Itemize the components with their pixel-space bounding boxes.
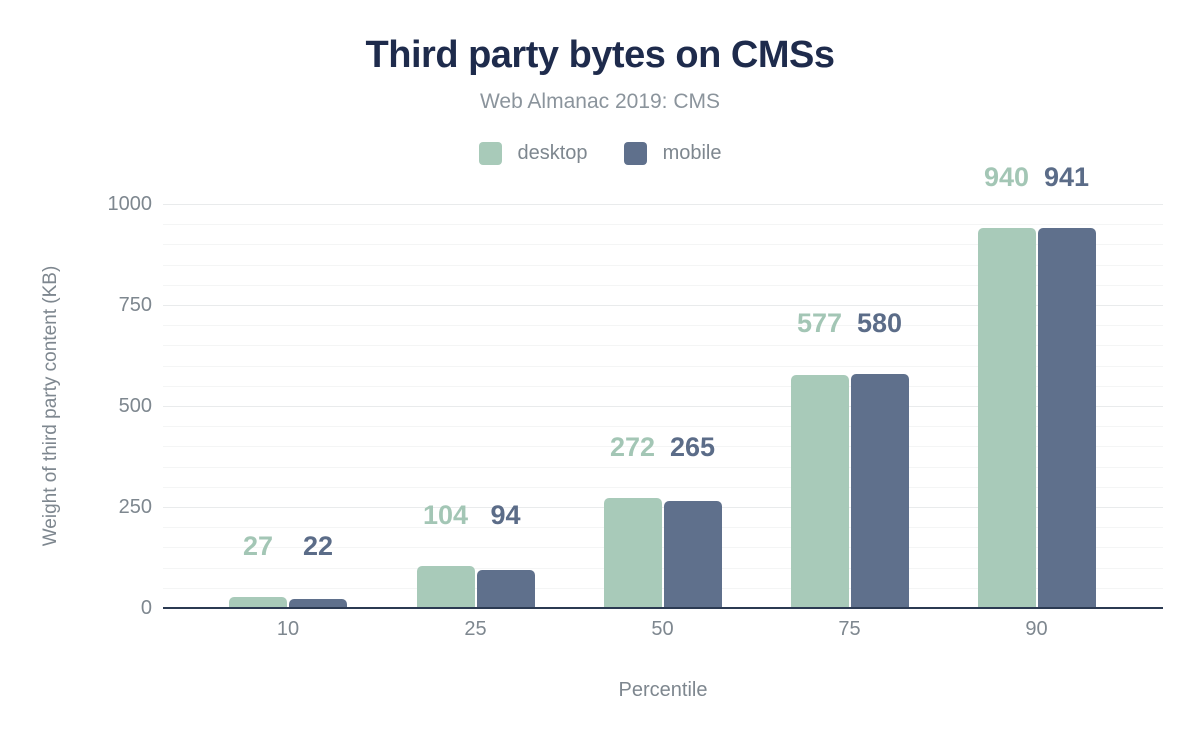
value-label-desktop-p10: 27 [242,531,274,561]
x-tick-label-90: 90 [1025,618,1048,640]
desktop-swatch-icon [478,142,502,165]
gridline-500 [163,406,1163,407]
bar-desktop-p25[interactable] [416,566,475,608]
gridline-200 [163,527,1163,528]
gridline-450 [163,426,1163,427]
value-label-desktop-p25: 104 [422,500,469,530]
gridline-1000 [163,204,1163,205]
mobile-swatch-icon [623,142,647,165]
gridline-700 [163,325,1163,326]
gridline-150 [163,547,1163,548]
gridline-50 [163,588,1163,589]
bar-desktop-p50[interactable] [603,498,662,608]
value-label-mobile-p90: 941 [1043,162,1090,192]
value-label-mobile-p75: 580 [856,308,903,338]
x-tick-label-25: 25 [464,618,487,640]
gridline-850 [163,265,1163,266]
gridline-400 [163,446,1163,447]
value-label-mobile-p10: 22 [302,531,334,561]
y-tick-label-0: 0 [140,597,152,619]
bar-desktop-p10[interactable] [229,597,287,608]
value-label-desktop-p75: 577 [796,308,843,338]
gridline-350 [163,467,1163,468]
y-tick-label-500: 500 [118,395,152,417]
bar-mobile-p90[interactable] [1037,228,1096,608]
gridline-550 [163,386,1163,387]
chart-title: Third party bytes on CMSs [365,34,835,76]
bar-mobile-p25[interactable] [476,570,535,608]
y-tick-label-250: 250 [118,496,152,518]
bar-mobile-p50[interactable] [663,501,722,608]
gridline-950 [163,224,1163,225]
gridline-900 [163,244,1163,245]
x-axis-line [163,607,1163,609]
bar-desktop-p75[interactable] [790,375,849,608]
gridline-250 [163,507,1163,508]
value-label-desktop-p50: 272 [609,432,656,462]
gridline-100 [163,568,1163,569]
value-label-mobile-p50: 265 [669,432,716,462]
gridline-600 [163,366,1163,367]
x-tick-label-50: 50 [651,618,674,640]
gridline-750 [163,305,1163,306]
x-axis-title: Percentile [618,679,708,701]
value-label-mobile-p25: 94 [490,500,521,530]
legend-label-mobile: mobile [662,142,722,164]
value-label-desktop-p90: 940 [983,162,1030,192]
bar-mobile-p10[interactable] [289,599,347,608]
gridline-800 [163,285,1163,286]
legend-item-mobile[interactable]: mobile [623,142,722,165]
gridline-650 [163,345,1163,346]
legend-label-desktop: desktop [517,142,588,164]
y-axis-title: Weight of third party content (KB) [40,265,61,547]
legend-item-desktop[interactable]: desktop [478,142,588,165]
chart-subtitle: Web Almanac 2019: CMS [479,90,721,113]
x-tick-label-75: 75 [838,618,861,640]
bar-desktop-p90[interactable] [977,228,1036,608]
y-tick-label-750: 750 [118,294,152,316]
x-tick-label-10: 10 [276,618,300,640]
legend: desktop mobile [0,142,1200,165]
y-tick-label-1000: 1000 [107,193,153,215]
bar-mobile-p75[interactable] [850,374,909,608]
gridline-300 [163,487,1163,488]
